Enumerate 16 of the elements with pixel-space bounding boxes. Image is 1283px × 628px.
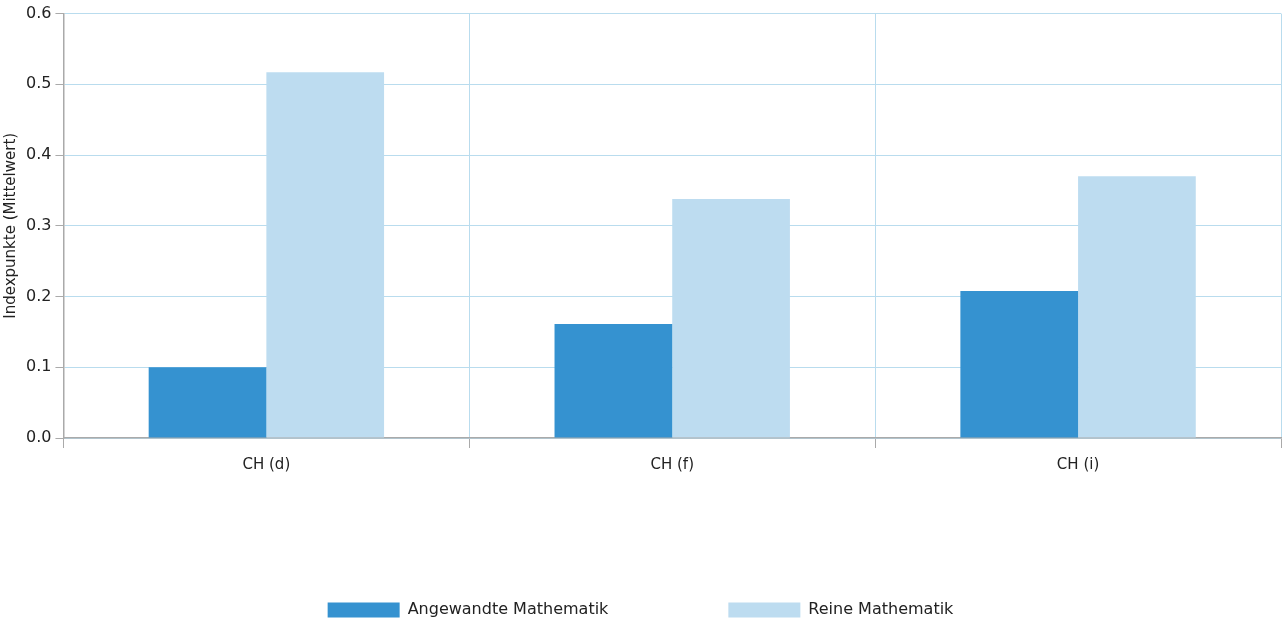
x-tick-label: CH (i): [1056, 454, 1100, 473]
y-tick-label: 0.0: [25, 427, 52, 447]
y-tick-label: 0.1: [25, 356, 52, 376]
y-axis-title: Indexpunkte (Mittelwert): [0, 132, 19, 319]
y-tick-label: 0.4: [25, 144, 52, 164]
y-tick-label: 0.3: [25, 214, 52, 234]
y-tick-label: 0.6: [25, 2, 52, 22]
x-tick-label: CH (d): [242, 454, 291, 473]
bar: [148, 367, 267, 438]
y-tick-label: 0.2: [25, 285, 52, 305]
legend-label: Reine Mathematik: [808, 599, 955, 619]
legend-label: Angewandte Mathematik: [407, 599, 610, 619]
bar: [960, 290, 1079, 438]
bar: [554, 324, 673, 438]
y-tick-label: 0.5: [25, 73, 52, 93]
x-tick-label: CH (f): [650, 454, 694, 473]
